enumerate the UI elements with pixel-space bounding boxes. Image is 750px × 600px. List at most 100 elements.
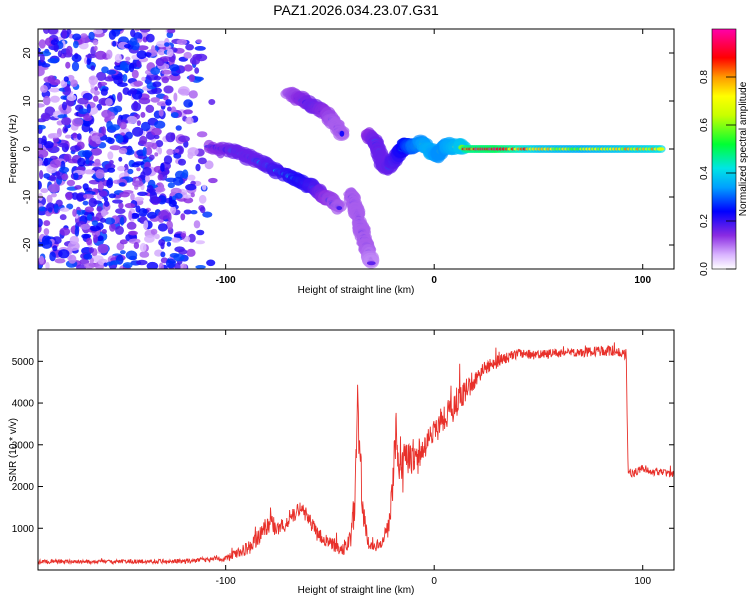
noise-blob — [95, 169, 105, 179]
noise-blob — [126, 221, 137, 230]
noise-blob — [51, 192, 57, 198]
noise-blob — [118, 147, 128, 155]
noise-blob — [109, 145, 122, 151]
noise-blob — [126, 115, 138, 125]
noise-blob — [90, 65, 96, 71]
noise-blob — [140, 111, 146, 118]
noise-blob — [38, 206, 46, 212]
noise-blob — [60, 95, 68, 100]
noise-blob — [136, 60, 142, 68]
noise-blob — [38, 142, 43, 151]
noise-blob — [188, 233, 196, 243]
x-tick-label: 0 — [431, 576, 437, 587]
noise-blob — [66, 94, 77, 101]
noise-blob — [136, 45, 149, 51]
noise-blob — [65, 192, 73, 201]
noise-blob — [160, 251, 166, 258]
noise-blob — [59, 214, 67, 221]
spectrogram-heatmap — [38, 29, 666, 269]
noise-blob — [41, 114, 51, 119]
noise-blob — [71, 61, 80, 72]
noise-blob — [194, 67, 200, 74]
noise-blob — [171, 237, 181, 243]
noise-blob — [180, 263, 187, 269]
noise-blob — [82, 150, 93, 158]
colorbar-gradient — [711, 28, 737, 270]
noise-blob — [125, 250, 138, 260]
y-tick-label: 4000 — [12, 399, 35, 410]
noise-blob — [38, 158, 43, 167]
noise-blob — [153, 134, 160, 140]
noise-blob — [132, 126, 144, 137]
noise-blob — [93, 29, 104, 35]
noise-blob — [76, 264, 87, 269]
noise-blob — [106, 69, 117, 75]
noise-blob — [124, 203, 136, 209]
noise-blob — [139, 135, 148, 145]
noise-blob — [57, 143, 69, 148]
noise-blob — [190, 192, 195, 198]
noise-blob — [63, 76, 69, 82]
noise-blob — [136, 50, 147, 60]
noise-blob — [66, 29, 72, 35]
noise-blob — [136, 120, 141, 126]
y-tick-label: 20 — [22, 47, 33, 59]
colorbar-tick-label: 0.0 — [699, 262, 710, 276]
noise-blob — [129, 37, 138, 46]
noise-blob — [49, 87, 60, 93]
y-tick-label: 1000 — [12, 524, 35, 535]
noise-blob — [58, 249, 70, 259]
noise-blob — [61, 117, 72, 126]
noise-blob — [146, 211, 157, 219]
noise-blob — [154, 152, 159, 157]
y-tick-label: 0 — [22, 146, 33, 152]
noise-blob — [183, 109, 193, 115]
noise-blob — [144, 235, 155, 243]
noise-blob — [38, 218, 43, 228]
noise-blob — [180, 213, 186, 221]
noise-blob — [83, 193, 94, 199]
noise-blob — [158, 109, 164, 117]
spectrogram-xlabel: Height of straight line (km) — [298, 285, 415, 296]
noise-blob — [154, 120, 166, 129]
noise-blob — [167, 212, 172, 222]
snr-frame — [37, 329, 675, 571]
snr-axes: -100 0 100 1000 2000 3000 4000 5000 — [12, 330, 674, 587]
noise-blob — [199, 206, 206, 214]
noise-blob — [193, 220, 201, 229]
noise-blob — [163, 95, 169, 101]
noise-blob — [189, 56, 201, 65]
noise-blob — [48, 133, 61, 139]
noise-blob — [195, 163, 201, 172]
noise-blob — [136, 259, 148, 266]
noise-blob — [80, 223, 91, 230]
noise-blob — [161, 69, 172, 75]
noise-blob — [185, 183, 197, 191]
feature-core — [339, 130, 345, 137]
noise-blob — [68, 254, 77, 264]
noise-blob — [166, 48, 174, 58]
noise-blob — [161, 76, 169, 84]
noise-blob — [145, 104, 155, 113]
noise-blob — [169, 253, 180, 258]
noise-blob — [187, 152, 194, 159]
noise-blob — [157, 223, 168, 232]
noise-blob — [196, 229, 205, 236]
noise-blob — [158, 147, 162, 155]
noise-blob — [163, 85, 174, 94]
noise-blob — [59, 166, 70, 174]
noise-blob — [83, 169, 96, 175]
noise-blob — [82, 200, 89, 206]
noise-blob — [109, 223, 116, 232]
snr-series-line — [38, 342, 674, 566]
noise-blob — [164, 42, 170, 47]
noise-blob — [77, 157, 86, 167]
noise-blob — [100, 217, 106, 223]
noise-blob — [117, 92, 123, 102]
noise-blob — [43, 220, 51, 227]
noise-blob — [61, 173, 69, 181]
noise-blob — [92, 39, 99, 46]
noise-blob — [85, 54, 97, 59]
noise-blob — [101, 209, 107, 217]
x-tick-label: -100 — [216, 576, 236, 587]
